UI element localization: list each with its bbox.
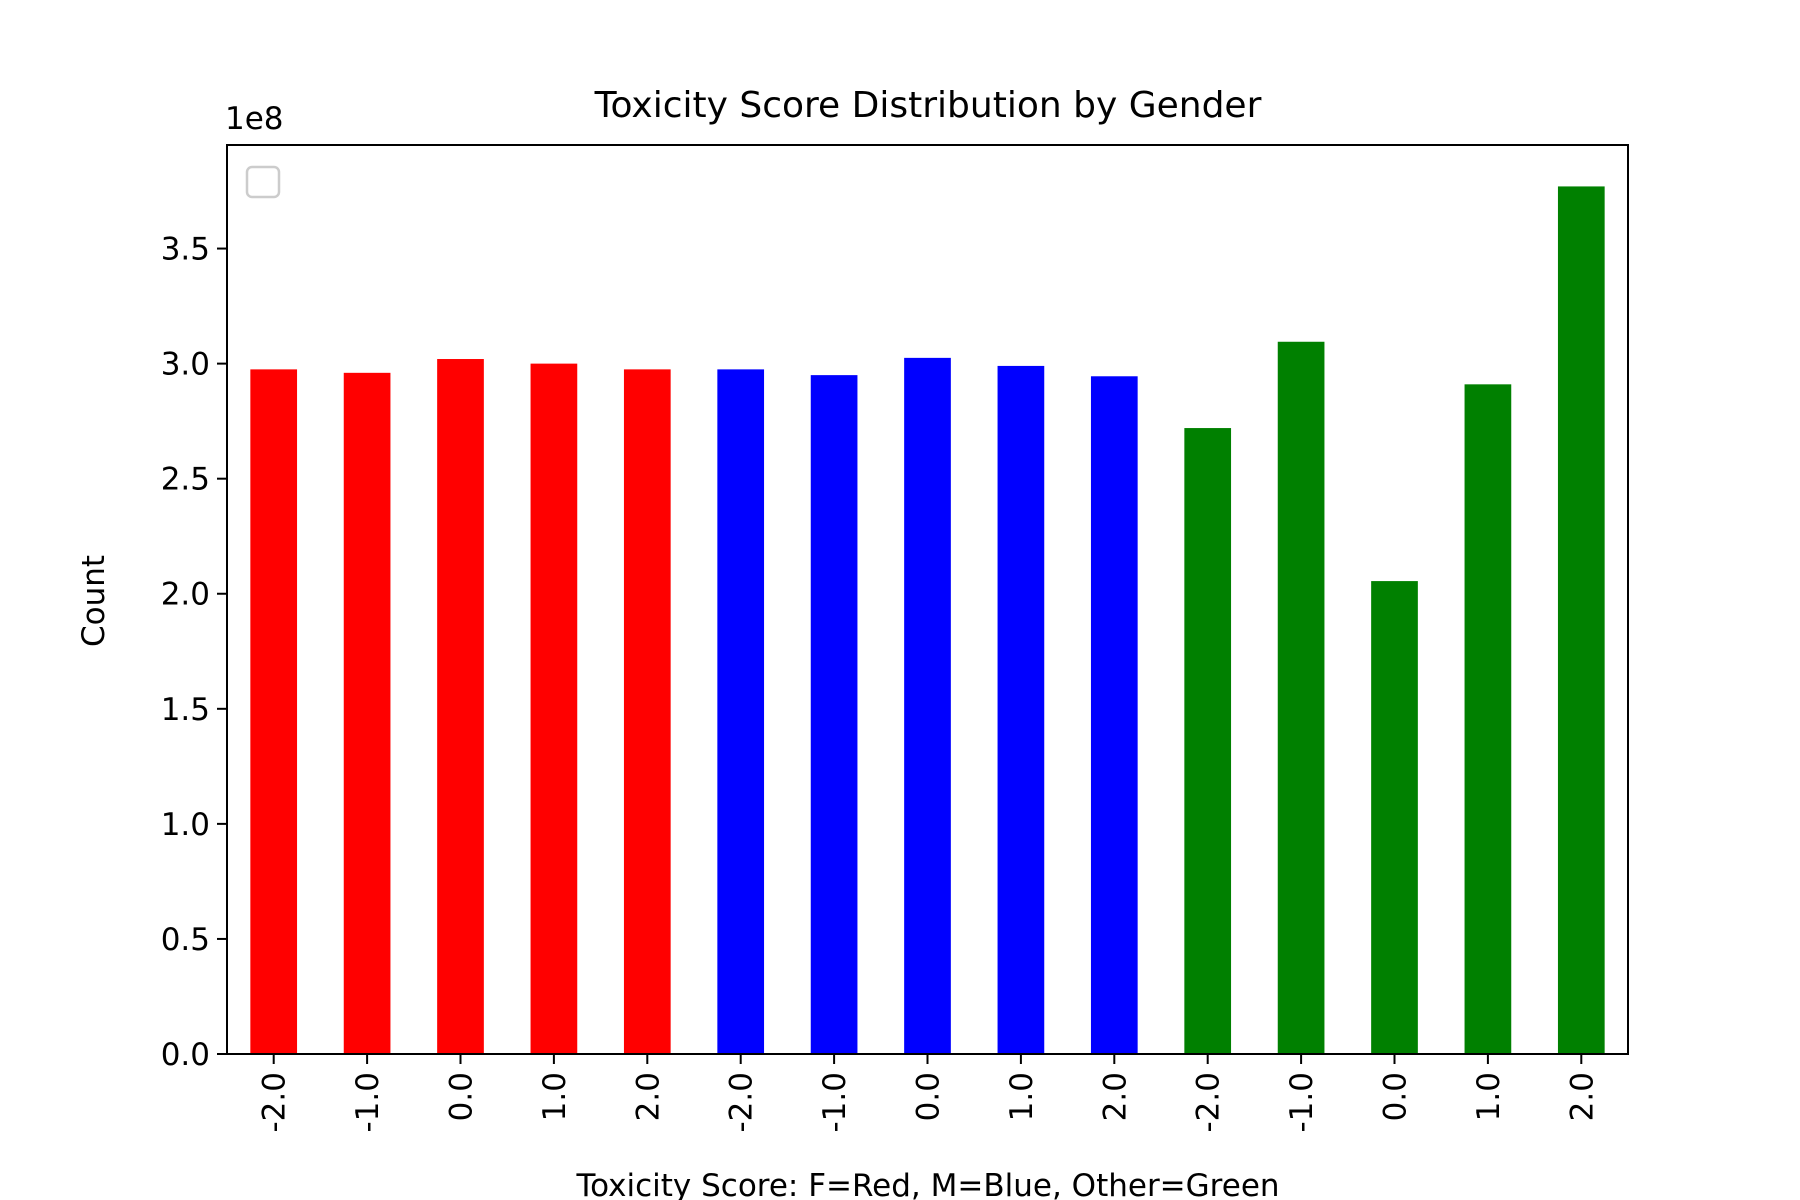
bar xyxy=(1090,376,1138,1054)
x-tick-label: -2.0 xyxy=(257,1072,293,1133)
x-tick-label: 2.0 xyxy=(1564,1072,1600,1121)
x-tick-label: 1.0 xyxy=(537,1072,573,1121)
x-tick-label: 1.0 xyxy=(1471,1072,1507,1121)
bar xyxy=(810,375,858,1054)
x-axis-ticks: -2.0 -1.0 0.0 1.0 2.0 -2.0 -1.0 0.0 1.0 2.0 -2.0 -1… xyxy=(257,1054,1600,1133)
bar xyxy=(1184,428,1232,1055)
y-tick-label: 2.5 xyxy=(161,462,210,498)
bar xyxy=(530,363,578,1054)
y-tick-label: 2.0 xyxy=(161,577,210,613)
bar-series xyxy=(250,186,1605,1055)
x-tick-label: 0.0 xyxy=(444,1072,480,1121)
bar xyxy=(1464,384,1512,1054)
x-tick-label: -1.0 xyxy=(350,1072,386,1133)
bar xyxy=(997,365,1045,1054)
bar xyxy=(717,369,765,1054)
bar xyxy=(343,372,391,1054)
x-tick-label: 0.0 xyxy=(1378,1072,1414,1121)
y-axis-ticks: 0.0 0.5 1.0 1.5 2.0 2.5 3.0 3.5 xyxy=(161,232,227,1073)
x-tick-label: 1.0 xyxy=(1004,1072,1040,1121)
bar xyxy=(437,359,484,1055)
bar xyxy=(1277,341,1325,1054)
bar xyxy=(1371,581,1418,1054)
plot-frame xyxy=(226,144,1629,1055)
x-tick-label: -2.0 xyxy=(1191,1072,1227,1133)
y-axis-label: Count xyxy=(76,555,112,647)
x-tick-label: 0.0 xyxy=(911,1072,947,1121)
y-tick-label: 0.5 xyxy=(161,922,210,958)
bar xyxy=(623,369,671,1054)
y-tick-label: 3.5 xyxy=(161,232,210,268)
bar xyxy=(1557,186,1605,1054)
y-tick-label: 1.0 xyxy=(161,807,210,843)
x-tick-label: -1.0 xyxy=(817,1072,853,1133)
x-tick-label: 2.0 xyxy=(1097,1072,1133,1121)
legend-box xyxy=(245,165,281,199)
x-axis-label: Toxicity Score: F=Red, M=Blue, Other=Gre… xyxy=(575,1168,1279,1200)
chart-title: Toxicity Score Distribution by Gender xyxy=(594,85,1262,126)
x-tick-label: 2.0 xyxy=(630,1072,666,1121)
y-tick-label: 0.0 xyxy=(161,1037,210,1073)
y-axis-multiplier: 1e8 xyxy=(225,101,284,137)
x-tick-label: -1.0 xyxy=(1284,1072,1320,1133)
bar xyxy=(904,357,951,1055)
y-tick-label: 1.5 xyxy=(161,692,210,728)
bar xyxy=(250,369,298,1054)
y-tick-label: 3.0 xyxy=(161,347,210,383)
x-tick-label: -2.0 xyxy=(724,1072,760,1133)
